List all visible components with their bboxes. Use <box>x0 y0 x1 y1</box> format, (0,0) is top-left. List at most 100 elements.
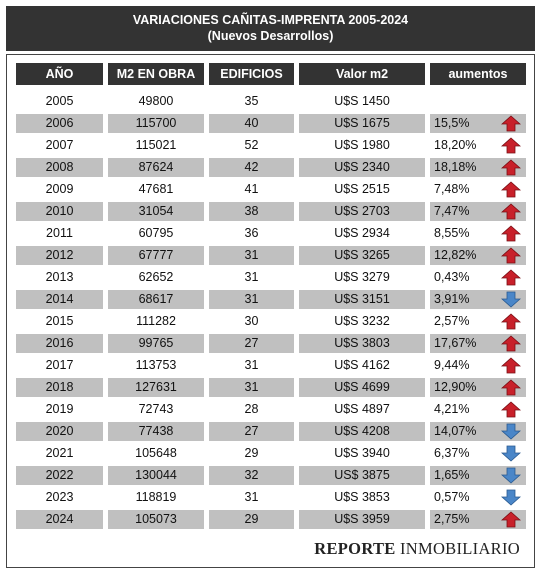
cell-m2: 31054 <box>108 202 204 221</box>
cell-increase: 3,91% <box>430 290 526 309</box>
cell-m2: 47681 <box>138 182 174 196</box>
cell-increase: 1,65% <box>430 466 526 485</box>
cell-increase: 6,37% <box>434 446 470 460</box>
cell-increase: 2,57% <box>434 314 470 328</box>
cell-year: 2015 <box>45 314 74 328</box>
cell-buildings: 38 <box>209 202 294 221</box>
red-up-arrow-icon <box>501 137 521 154</box>
cell-value: US$ 3875 <box>299 466 425 485</box>
blue-down-arrow-icon <box>501 291 521 308</box>
cell-buildings: 29 <box>209 510 294 529</box>
cell-value: U$S 4162 <box>334 358 390 372</box>
red-up-arrow-icon <box>501 115 521 132</box>
cell-increase: 17,67% <box>430 334 526 353</box>
cell-increase: 14,07% <box>430 422 526 441</box>
cell-value: U$S 3959 <box>299 510 425 529</box>
header-increase: aumentos <box>430 63 526 85</box>
red-up-arrow-icon <box>501 181 521 198</box>
cell-increase: 7,47% <box>430 202 526 221</box>
cell-increase: 9,44% <box>434 358 470 372</box>
red-up-arrow-icon <box>501 357 521 374</box>
red-up-arrow-icon <box>501 511 521 528</box>
cell-m2: 72743 <box>138 402 174 416</box>
cell-buildings: 27 <box>209 422 294 441</box>
cell-year: 2011 <box>46 226 73 240</box>
cell-m2: 127631 <box>108 378 204 397</box>
red-up-arrow-icon <box>501 335 521 352</box>
cell-buildings: 52 <box>244 138 259 152</box>
cell-increase: 15,5% <box>430 114 526 133</box>
cell-buildings: 31 <box>209 378 294 397</box>
blue-down-arrow-icon <box>501 423 521 440</box>
cell-m2: 60795 <box>138 226 174 240</box>
cell-m2: 68617 <box>108 290 204 309</box>
cell-year: 2010 <box>16 202 103 221</box>
cell-value: U$S 3803 <box>299 334 425 353</box>
red-up-arrow-icon <box>501 247 521 264</box>
cell-buildings: 42 <box>209 158 294 177</box>
cell-buildings: 32 <box>209 466 294 485</box>
cell-m2: 67777 <box>108 246 204 265</box>
cell-increase: 8,55% <box>434 226 470 240</box>
brand-rest: INMOBILIARIO <box>395 539 520 558</box>
cell-m2: 99765 <box>108 334 204 353</box>
cell-value: U$S 3232 <box>334 314 390 328</box>
red-up-arrow-icon <box>501 269 521 286</box>
cell-value: U$S 2340 <box>299 158 425 177</box>
cell-m2: 105073 <box>108 510 204 529</box>
cell-year: 2008 <box>16 158 103 177</box>
brand-bold: REPORTE <box>314 539 396 558</box>
cell-buildings: 36 <box>244 226 259 240</box>
cell-m2: 77438 <box>108 422 204 441</box>
cell-buildings: 40 <box>209 114 294 133</box>
cell-year: 2006 <box>16 114 103 133</box>
cell-increase <box>430 92 526 111</box>
cell-year: 2005 <box>45 94 74 108</box>
cell-increase: 12,82% <box>430 246 526 265</box>
cell-buildings: 31 <box>244 270 259 284</box>
red-up-arrow-icon <box>501 159 521 176</box>
cell-value: U$S 1980 <box>334 138 390 152</box>
cell-year: 2018 <box>16 378 103 397</box>
cell-value: U$S 2515 <box>334 182 390 196</box>
cell-m2: 111282 <box>136 314 176 328</box>
red-up-arrow-icon <box>501 203 521 220</box>
cell-increase: 0,43% <box>434 270 470 284</box>
cell-buildings: 28 <box>244 402 259 416</box>
cell-year: 2023 <box>45 490 74 504</box>
header-year: AÑO <box>16 63 103 85</box>
cell-increase: 12,90% <box>430 378 526 397</box>
cell-year: 2016 <box>16 334 103 353</box>
cell-buildings: 31 <box>244 490 259 504</box>
title-line-1: VARIACIONES CAÑITAS-IMPRENTA 2005-2024 <box>132 13 409 27</box>
cell-year: 2012 <box>16 246 103 265</box>
cell-m2: 105648 <box>135 446 177 460</box>
cell-m2: 130044 <box>108 466 204 485</box>
cell-increase: 18,18% <box>430 158 526 177</box>
cell-value: U$S 2703 <box>299 202 425 221</box>
cell-year: 2007 <box>45 138 74 152</box>
cell-buildings: 41 <box>244 182 259 196</box>
cell-m2: 115700 <box>108 114 204 133</box>
cell-buildings: 31 <box>244 358 259 372</box>
data-table: AÑO M2 EN OBRA EDIFICIOS Valor m2 aument… <box>6 54 535 568</box>
cell-year: 2014 <box>16 290 103 309</box>
blue-down-arrow-icon <box>501 489 521 506</box>
cell-increase: 18,20% <box>434 138 477 152</box>
cell-year: 2020 <box>16 422 103 441</box>
cell-m2: 87624 <box>108 158 204 177</box>
cell-value: U$S 3279 <box>334 270 390 284</box>
cell-value: U$S 3853 <box>334 490 390 504</box>
cell-year: 2019 <box>45 402 74 416</box>
cell-increase: 7,48% <box>434 182 470 196</box>
header-m2: M2 EN OBRA <box>108 63 204 85</box>
cell-value: U$S 1450 <box>334 94 390 108</box>
cell-value: U$S 4897 <box>334 402 390 416</box>
cell-m2: 115021 <box>135 138 177 152</box>
cell-buildings: 35 <box>244 94 259 108</box>
cell-value: U$S 2934 <box>334 226 390 240</box>
cell-m2: 49800 <box>138 94 174 108</box>
cell-buildings: 31 <box>209 290 294 309</box>
cell-buildings: 31 <box>209 246 294 265</box>
red-up-arrow-icon <box>501 401 521 418</box>
